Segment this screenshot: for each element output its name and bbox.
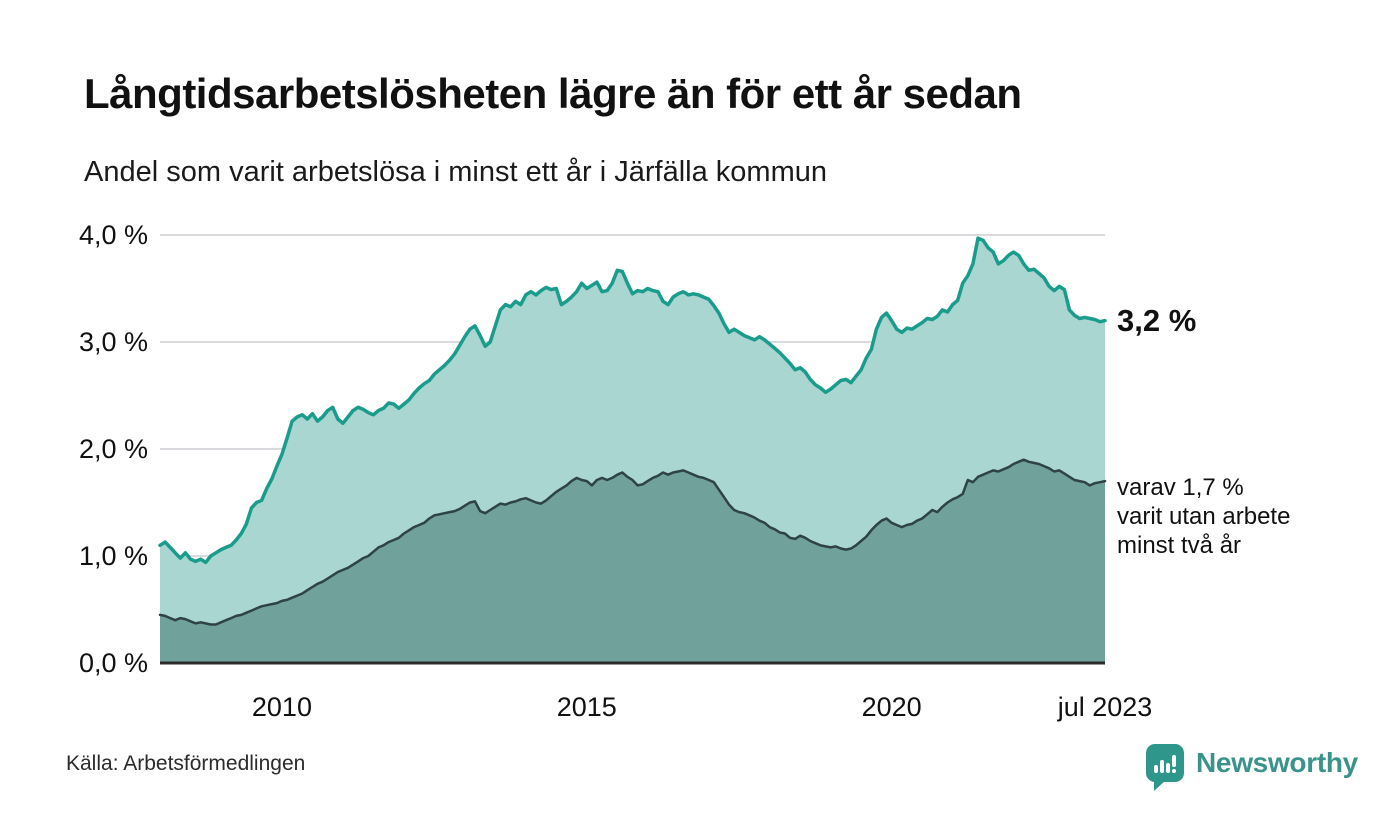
secondary-annotation-line1: varav 1,7 % (1117, 474, 1244, 501)
y-tick-label-0: 0,0 % (79, 648, 148, 678)
chart-subtitle: Andel som varit arbetslösa i minst ett å… (84, 156, 827, 188)
y-tick-label-2: 2,0 % (79, 434, 148, 464)
y-tick-label-4: 4,0 % (79, 220, 148, 250)
y-tick-label-1: 1,0 % (79, 541, 148, 571)
brand-name: Newsworthy (1196, 747, 1358, 778)
secondary-annotation-line3: minst två år (1117, 532, 1242, 559)
y-axis-labels: 0,0 % 1,0 % 2,0 % 3,0 % 4,0 % (79, 220, 148, 678)
primary-end-value-label: 3,2 % (1117, 303, 1197, 338)
primary-line (158, 236, 1107, 565)
chart-areas (158, 236, 1107, 663)
x-tick-label-2015: 2015 (557, 692, 617, 722)
source-note: Källa: Arbetsförmedlingen (66, 752, 306, 775)
secondary-area (160, 459, 1105, 663)
x-tick-label-jul-2023: jul 2023 (1057, 692, 1153, 722)
x-tick-label-2020: 2020 (862, 692, 922, 722)
secondary-line (158, 458, 1107, 626)
newsworthy-bar-chart-bubble-icon (1146, 744, 1184, 791)
x-tick-label-2010: 2010 (252, 692, 312, 722)
y-tick-label-3: 3,0 % (79, 327, 148, 357)
secondary-series-annotation: varav 1,7 % varit utan arbete minst två … (1117, 473, 1290, 560)
secondary-annotation-line2: varit utan arbete (1117, 503, 1291, 530)
brand-logo: Newsworthy (1146, 744, 1358, 791)
page-title: Långtidsarbetslösheten lägre än för ett … (84, 70, 1022, 117)
x-axis-labels: 2010 2015 2020 jul 2023 (252, 692, 1152, 722)
